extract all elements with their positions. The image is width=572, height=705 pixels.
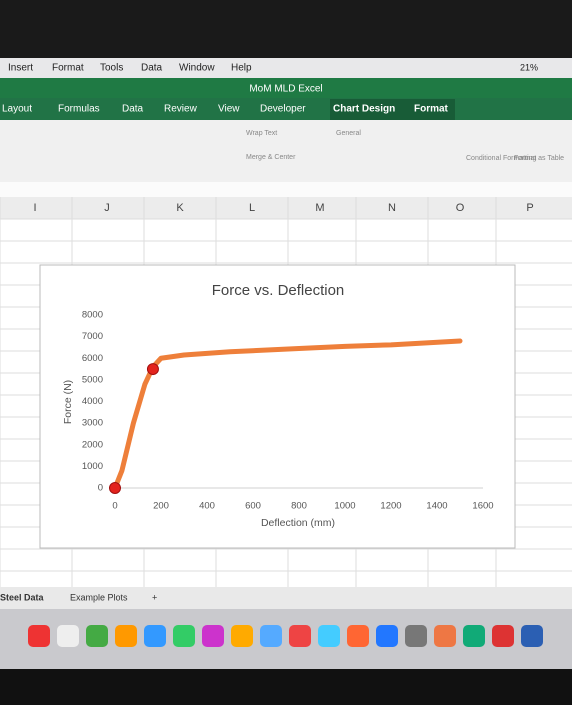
dock-icon[interactable] [492, 625, 514, 647]
dock-icon[interactable] [115, 625, 137, 647]
ribbon [0, 120, 572, 182]
ribbon-tab[interactable]: Developer [260, 104, 306, 115]
column-header-bar [0, 197, 572, 219]
column-header: L [249, 202, 255, 214]
dock-icon[interactable] [318, 625, 340, 647]
dock-icon[interactable] [144, 625, 166, 647]
dock-icon[interactable] [57, 625, 79, 647]
ribbon-tab[interactable]: Data [122, 104, 144, 115]
data-line [112, 338, 463, 491]
menu-item[interactable]: Insert [8, 63, 33, 74]
y-axis-label: Force (N) [62, 380, 74, 424]
column-header: M [315, 202, 324, 214]
y-tick-label: 2000 [82, 439, 103, 450]
ribbon-tab[interactable]: Review [164, 104, 198, 115]
dock-icon[interactable] [28, 625, 50, 647]
menu-item[interactable]: Data [141, 63, 163, 74]
dock-icon[interactable] [173, 625, 195, 647]
chart-tab-highlight [330, 99, 455, 120]
ribbon-item[interactable]: Conditional Formatting [466, 155, 537, 162]
window-title: MoM MLD Excel [249, 84, 322, 95]
ribbon-tab[interactable]: Chart Design [333, 104, 395, 115]
dock-icon[interactable] [231, 625, 253, 647]
menu-item[interactable]: Window [179, 63, 215, 74]
column-header: K [176, 202, 184, 214]
chart-frame [39, 264, 516, 549]
y-tick-label: 5000 [82, 374, 103, 385]
menu-item[interactable]: Tools [100, 63, 123, 74]
y-tick-label: 8000 [82, 310, 103, 321]
dock-icon[interactable] [376, 625, 398, 647]
data-point [146, 363, 159, 376]
x-tick-label: 0 [112, 501, 117, 512]
sheet-tab-bar [0, 587, 572, 609]
column-header: P [526, 202, 533, 214]
sheet-tab[interactable]: Steel Data [0, 592, 45, 602]
dock-icon[interactable] [202, 625, 224, 647]
dock [0, 609, 572, 669]
data-point [109, 482, 121, 494]
title-bar [0, 78, 572, 98]
x-tick-label: 1400 [426, 501, 447, 512]
menu-item[interactable]: Help [231, 63, 252, 74]
dock-icon[interactable] [347, 625, 369, 647]
column-header: O [456, 202, 465, 214]
chart-title: Force vs. Deflection [212, 282, 345, 299]
ribbon-item[interactable]: General [336, 130, 361, 137]
y-tick-label: 1000 [82, 461, 103, 472]
dock-icon[interactable] [405, 625, 427, 647]
menu-bar [0, 58, 572, 78]
ribbon-tab[interactable]: Formulas [58, 104, 100, 115]
y-tick-label: 7000 [82, 331, 103, 342]
formula-bar [0, 182, 572, 197]
x-tick-label: 1200 [380, 501, 401, 512]
bottom-bezel [0, 669, 572, 700]
dock-icon[interactable] [463, 625, 485, 647]
dock-icon[interactable] [86, 625, 108, 647]
ribbon-item[interactable]: Format as Table [514, 155, 564, 162]
x-tick-label: 400 [199, 501, 215, 512]
y-tick-label: 6000 [82, 353, 103, 364]
sheet-tab[interactable]: Example Plots [70, 592, 128, 602]
dock-icon[interactable] [434, 625, 456, 647]
column-header: N [388, 202, 396, 214]
ribbon-item[interactable]: Wrap Text [246, 130, 277, 137]
ribbon-tab[interactable]: Layout [2, 104, 32, 115]
x-tick-label: 800 [291, 501, 307, 512]
dock-icon[interactable] [521, 625, 543, 647]
x-tick-label: 200 [153, 501, 169, 512]
bezel [0, 0, 572, 58]
y-tick-label: 0 [98, 483, 103, 494]
dock-icon[interactable] [260, 625, 282, 647]
y-tick-label: 4000 [82, 396, 103, 407]
column-header: J [104, 202, 110, 214]
column-header: I [33, 202, 36, 214]
x-axis-label: Deflection (mm) [261, 517, 335, 529]
x-tick-label: 1000 [334, 501, 355, 512]
y-tick-label: 3000 [82, 418, 103, 429]
x-tick-label: 600 [245, 501, 261, 512]
ribbon-item[interactable]: Merge & Center [246, 154, 296, 161]
ribbon-tab[interactable]: View [218, 104, 240, 115]
dock-icon[interactable] [289, 625, 311, 647]
ribbon-tab[interactable]: Format [414, 104, 449, 115]
battery: 21% [520, 62, 538, 72]
sheet-tab[interactable]: + [152, 592, 157, 602]
menu-item[interactable]: Format [52, 63, 84, 74]
x-tick-label: 1600 [472, 501, 493, 512]
